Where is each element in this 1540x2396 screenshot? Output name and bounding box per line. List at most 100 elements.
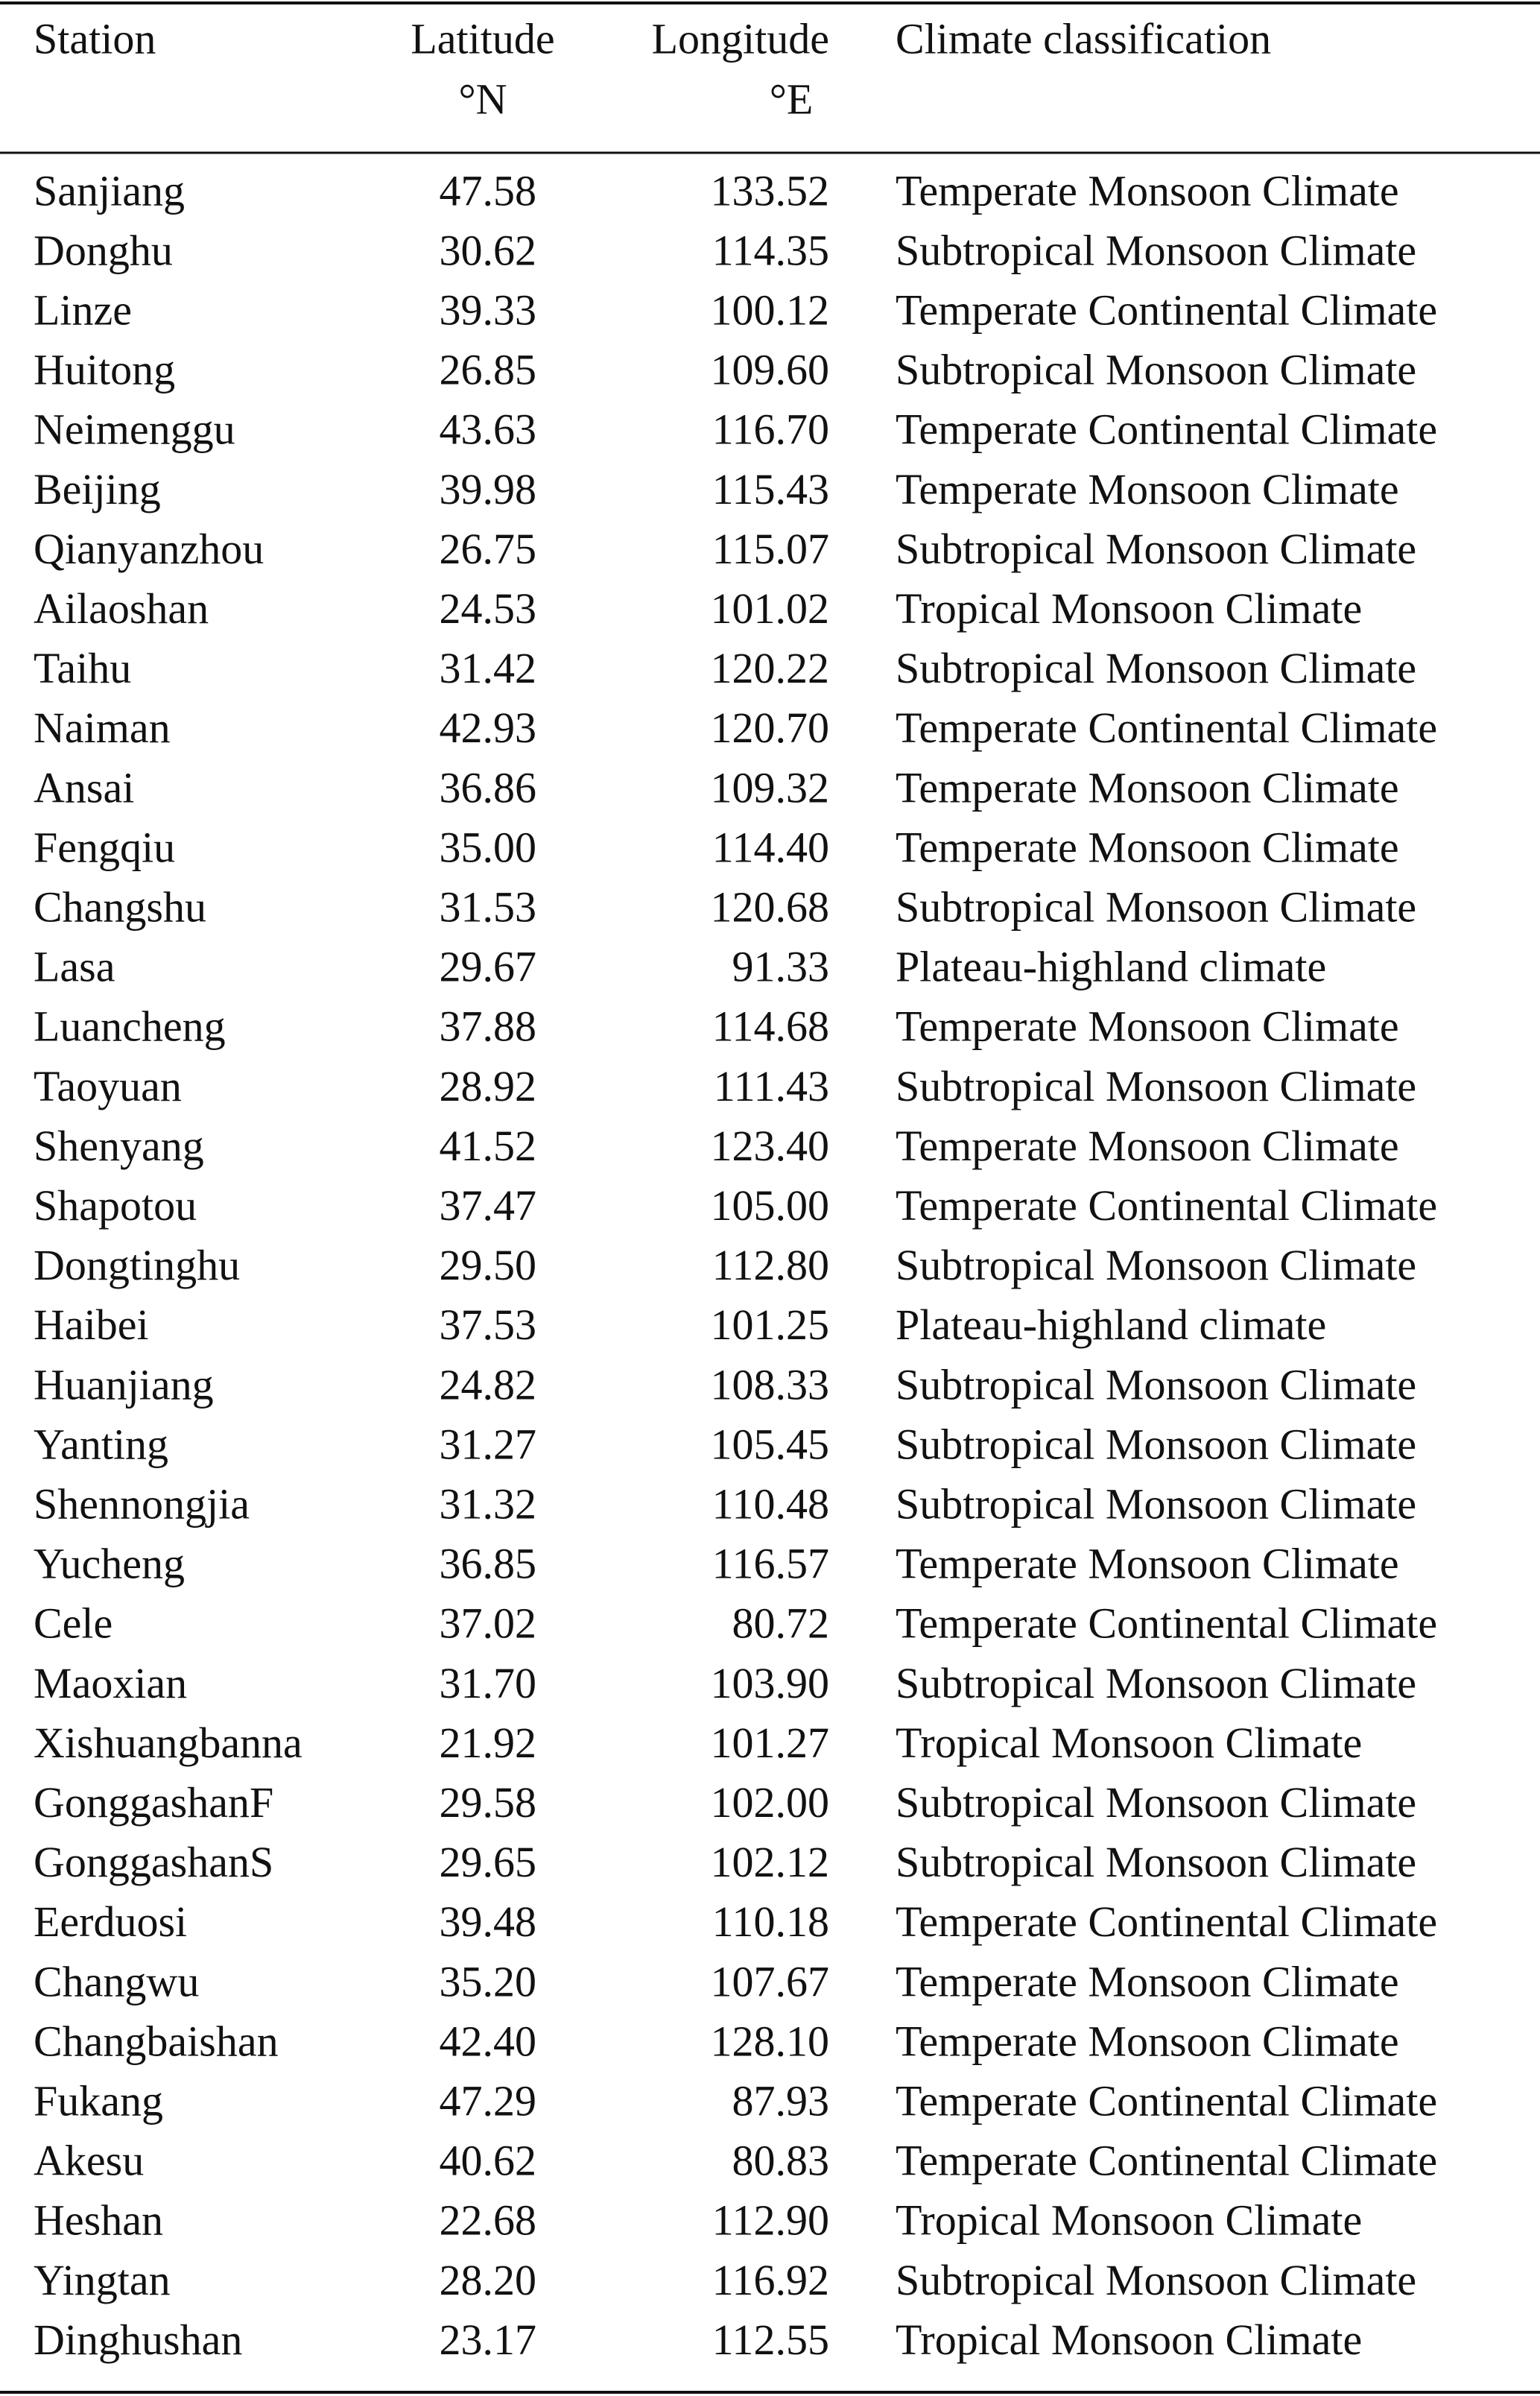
coordinate-cell: 41.52 [440,1122,537,1170]
climate-cell: Temperate Monsoon Climate [896,1002,1399,1051]
coordinate-cell: 112.90 [712,2196,829,2245]
coordinate-cell: 110.48 [712,1480,829,1529]
climate-cell: Temperate Monsoon Climate [896,1122,1399,1170]
station-cell: Yucheng [34,1540,185,1588]
coordinate-cell: 103.90 [711,1659,830,1707]
coordinate-cell: 37.88 [440,1002,537,1051]
station-cell: Naiman [34,704,171,752]
coordinate-cell: 116.92 [712,2256,829,2304]
header-cell: Climate classification [896,14,1271,63]
station-cell: Changbaishan [34,2017,279,2065]
station-cell: Huitong [34,346,175,394]
coordinate-cell: 36.85 [440,1540,537,1588]
climate-cell: Subtropical Monsoon Climate [896,525,1416,573]
coordinate-cell: 24.82 [440,1360,537,1409]
coordinate-cell: 26.85 [440,346,537,394]
climate-cell: Plateau-highland climate [896,1300,1326,1349]
station-cell: Qianyanzhou [34,525,264,573]
climate-cell: Subtropical Monsoon Climate [896,883,1416,932]
coordinate-cell: 114.35 [712,226,829,274]
coordinate-cell: 29.58 [440,1778,537,1827]
coordinate-cell: 31.70 [440,1659,537,1707]
climate-cell: Temperate Continental Climate [896,1181,1437,1230]
station-cell: Neimenggu [34,405,235,454]
coordinate-cell: 114.68 [712,1002,829,1051]
climate-cell: Temperate Continental Climate [896,704,1437,752]
climate-cell: Temperate Monsoon Climate [896,823,1399,871]
climate-cell: Temperate Monsoon Climate [896,465,1399,513]
header-cell: °E [770,75,814,123]
coordinate-cell: 109.60 [711,346,830,394]
coordinate-cell: 47.58 [440,166,537,215]
coordinate-cell: 35.20 [440,1957,537,2005]
coordinate-cell: 37.02 [440,1599,537,1648]
station-cell: Fukang [34,2077,163,2125]
station-cell: Eerduosi [34,1897,187,1946]
coordinate-cell: 29.50 [440,1241,537,1289]
coordinate-cell: 133.52 [711,166,830,215]
coordinate-cell: 105.00 [711,1181,830,1230]
coordinate-cell: 112.55 [712,2316,829,2364]
station-cell: GonggashanS [34,1838,273,1886]
station-cell: Heshan [34,2196,163,2245]
station-cell: Shapotou [34,1181,197,1230]
coordinate-cell: 39.98 [440,465,537,513]
coordinate-cell: 43.63 [440,405,537,454]
coordinate-cell: 115.43 [712,465,829,513]
climate-cell: Subtropical Monsoon Climate [896,1838,1416,1886]
coordinate-cell: 120.22 [711,644,830,692]
coordinate-cell: 91.33 [732,943,830,991]
climate-cell: Subtropical Monsoon Climate [896,1480,1416,1529]
climate-cell: Temperate Monsoon Climate [896,763,1399,812]
coordinate-cell: 123.40 [711,1122,830,1170]
coordinate-cell: 115.07 [712,525,829,573]
station-cell: Lasa [34,943,115,991]
coordinate-cell: 110.18 [712,1897,829,1946]
header-cell: °N [458,75,507,123]
coordinate-cell: 105.45 [711,1420,830,1468]
coordinate-cell: 120.70 [711,704,830,752]
climate-cell: Temperate Continental Climate [896,405,1437,454]
station-cell: Dongtinghu [34,1241,240,1289]
coordinate-cell: 80.83 [732,2137,830,2185]
coordinate-cell: 29.65 [440,1838,537,1886]
climate-cell: Subtropical Monsoon Climate [896,346,1416,394]
station-cell: Haibei [34,1300,149,1349]
coordinate-cell: 128.10 [711,2017,830,2065]
station-cell: Luancheng [34,1002,226,1051]
coordinate-cell: 29.67 [440,943,537,991]
station-cell: Donghu [34,226,173,274]
coordinate-cell: 40.62 [440,2137,537,2185]
climate-cell: Temperate Continental Climate [896,2077,1437,2125]
coordinate-cell: 116.57 [712,1540,829,1588]
climate-cell: Temperate Continental Climate [896,1897,1437,1946]
station-cell: Akesu [34,2137,144,2185]
coordinate-cell: 116.70 [712,405,829,454]
coordinate-cell: 80.72 [732,1599,830,1648]
coordinate-cell: 31.53 [440,883,537,932]
climate-cell: Subtropical Monsoon Climate [896,1420,1416,1468]
header-cell: Latitude [411,14,554,63]
coordinate-cell: 35.00 [440,823,537,871]
coordinate-cell: 22.68 [440,2196,537,2245]
coordinate-cell: 37.47 [440,1181,537,1230]
coordinate-cell: 102.00 [711,1778,830,1827]
climate-cell: Temperate Continental Climate [896,1599,1437,1648]
climate-cell: Temperate Monsoon Climate [896,166,1399,215]
climate-cell: Temperate Monsoon Climate [896,1957,1399,2005]
climate-cell: Tropical Monsoon Climate [896,584,1362,633]
climate-cell: Subtropical Monsoon Climate [896,644,1416,692]
climate-cell: Subtropical Monsoon Climate [896,1778,1416,1827]
climate-cell: Temperate Continental Climate [896,2137,1437,2185]
station-cell: Changshu [34,883,206,932]
station-cell: GonggashanF [34,1778,273,1827]
coordinate-cell: 37.53 [440,1300,537,1349]
climate-cell: Plateau-highland climate [896,943,1326,991]
coordinate-cell: 42.40 [440,2017,537,2065]
coordinate-cell: 23.17 [440,2316,537,2364]
coordinate-cell: 39.33 [440,286,537,335]
coordinate-cell: 30.62 [440,226,537,274]
coordinate-cell: 101.27 [711,1719,830,1767]
coordinate-cell: 108.33 [711,1360,830,1409]
station-cell: Changwu [34,1957,199,2005]
